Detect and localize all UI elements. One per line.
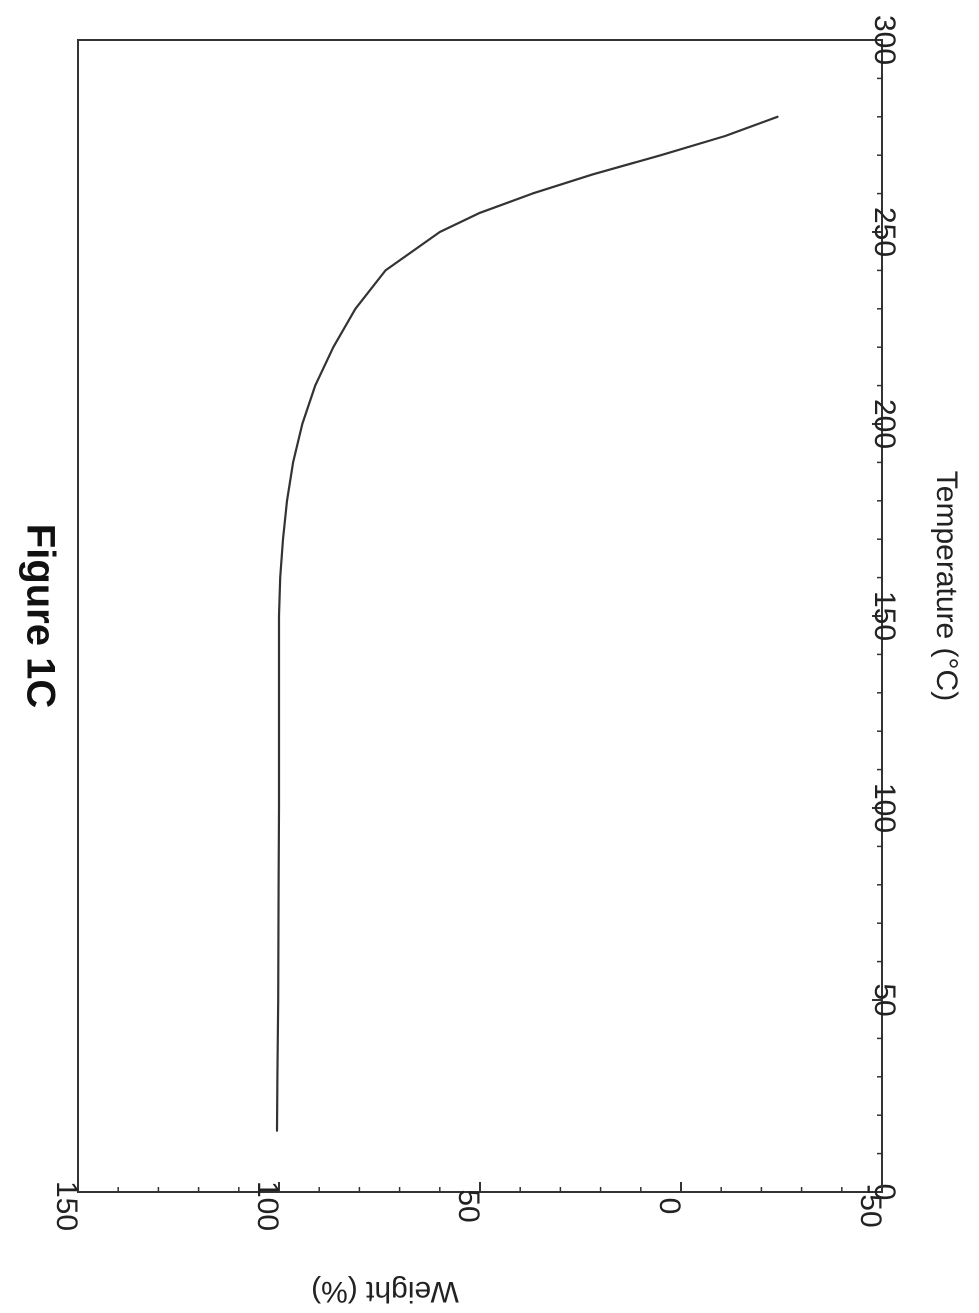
weight-curve bbox=[275, 115, 779, 1132]
y-axis-ticks: -50 0 50 100 150 bbox=[50, 1181, 887, 1231]
x-tick-label: 100 bbox=[868, 783, 901, 833]
y-tick-label: 50 bbox=[452, 1189, 485, 1222]
x-tick-label: 0 bbox=[868, 1184, 901, 1201]
y-tick-label: 100 bbox=[251, 1181, 284, 1231]
x-tick-label: 150 bbox=[868, 591, 901, 641]
figure-title: Figure 1C bbox=[18, 524, 62, 708]
y-tick-label: 0 bbox=[653, 1198, 686, 1215]
y-tick-label: 150 bbox=[50, 1181, 83, 1231]
x-tick-label: 300 bbox=[868, 15, 901, 65]
x-tick-label: 250 bbox=[868, 207, 901, 257]
x-axis-title: Temperature (°C) bbox=[930, 471, 963, 701]
x-tick-label: 50 bbox=[868, 983, 901, 1016]
x-tick-label: 200 bbox=[868, 399, 901, 449]
labels-layer: Figure 1C Temperature (°C) Weight (%) bbox=[18, 471, 963, 1308]
y-tick-label: -50 bbox=[854, 1184, 887, 1227]
series-layer bbox=[275, 115, 779, 1132]
y-axis-title: Weight (%) bbox=[311, 1275, 459, 1308]
x-axis-ticks: 0 50 100 150 200 250 300 bbox=[868, 15, 901, 1200]
